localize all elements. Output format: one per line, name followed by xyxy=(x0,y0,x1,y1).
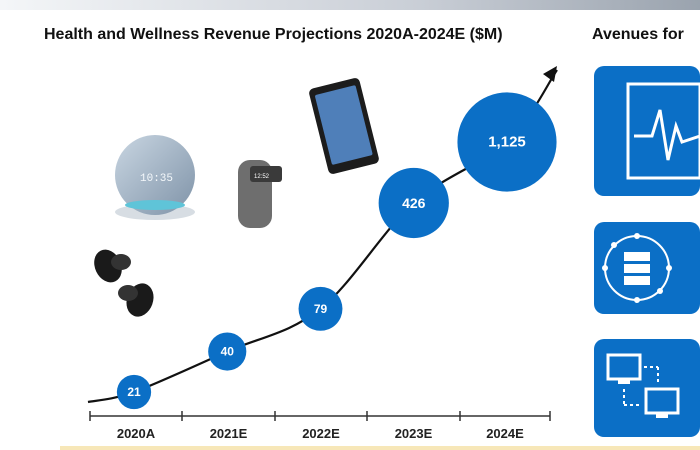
bubble-value-label: 79 xyxy=(314,302,328,316)
bubble-circle xyxy=(116,374,152,410)
monitor-heartbeat-icon xyxy=(626,82,700,180)
bubble-2020A: 21 xyxy=(116,374,152,410)
chart-title: Health and Wellness Revenue Projections … xyxy=(44,26,503,43)
bubble-circle xyxy=(298,286,343,331)
trend-arrowhead xyxy=(543,66,557,82)
x-tick-label: 2023E xyxy=(395,426,433,441)
side-panel-title: Avenues for xyxy=(592,26,684,43)
bubble-2023E: 426 xyxy=(378,167,449,239)
side-tile-monitoring xyxy=(594,66,700,196)
header-gradient-bar xyxy=(0,0,700,10)
bubble-value-label: 426 xyxy=(402,195,426,211)
x-tick-label: 2024E xyxy=(486,426,524,441)
side-tile-connectivity xyxy=(594,339,700,437)
bubble-circle xyxy=(457,92,557,192)
bubble-value-label: 40 xyxy=(221,345,235,359)
footer-accent-bar xyxy=(60,446,700,450)
svg-text:12:52: 12:52 xyxy=(254,174,270,180)
side-tile-data xyxy=(594,222,700,314)
x-tick-label: 2021E xyxy=(210,426,248,441)
connected-computers-icon xyxy=(606,353,680,418)
x-tick-label: 2020A xyxy=(117,426,156,441)
earbuds-icon xyxy=(94,249,154,317)
fitness-tracker-icon: 12:52 xyxy=(238,160,282,228)
bubble-2022E: 79 xyxy=(298,286,343,331)
bubble-circle xyxy=(378,167,449,239)
bubble-2021E: 40 xyxy=(208,332,247,371)
server-network-icon xyxy=(602,233,672,303)
x-tick-label: 2022E xyxy=(302,426,340,441)
svg-text:10:35: 10:35 xyxy=(140,173,173,185)
smart-speaker-icon: 10:35 xyxy=(115,135,195,220)
bubble-value-label: 21 xyxy=(127,385,141,399)
bubble-value-label: 1,125 xyxy=(488,134,526,151)
smartphone-icon xyxy=(309,78,379,174)
bubble-2024E: 1,125 xyxy=(457,92,557,192)
bubble-circle xyxy=(208,332,247,371)
